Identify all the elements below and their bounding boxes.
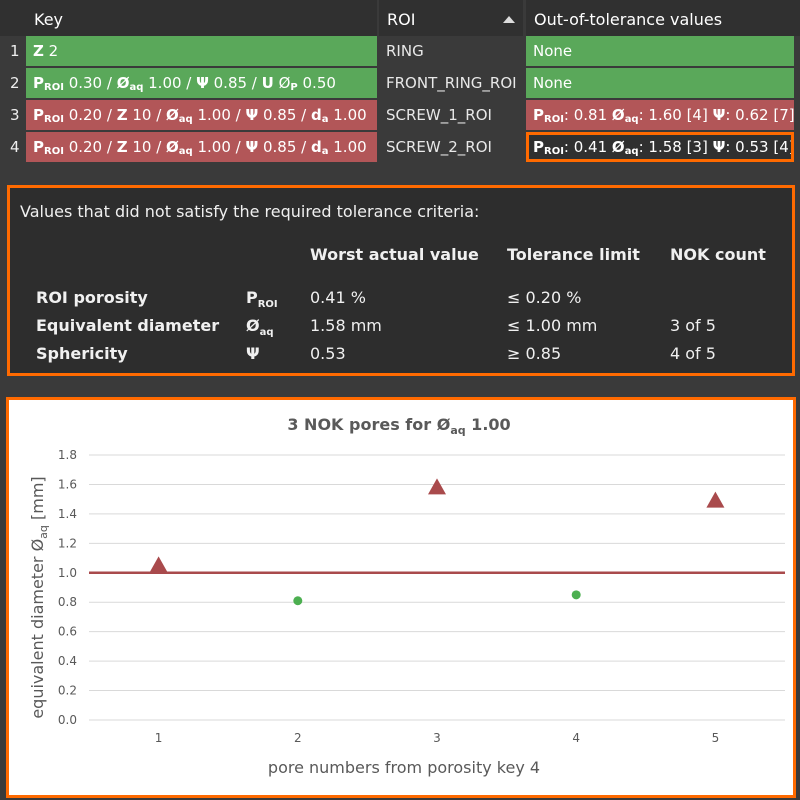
key-cell[interactable]: Z 2 [26, 36, 377, 66]
y-tick-label: 0.6 [58, 625, 77, 639]
out-of-tolerance-cell[interactable]: None [526, 36, 794, 66]
table-corner [0, 0, 26, 36]
summary-worst-value: 0.41 % [310, 288, 366, 307]
row-number: 3 [10, 106, 20, 124]
header-tolerance-limit: Tolerance limit [507, 245, 640, 264]
table-row[interactable]: 3 PROI 0.20 / Z 10 / Øaq 1.00 / Ψ 0.85 / … [0, 100, 800, 132]
y-tick-label: 1.0 [58, 566, 77, 580]
y-axis-label: equivalent diameter Øaq [mm] [28, 476, 50, 718]
y-tick-label: 0.8 [58, 595, 77, 609]
nok-pore-marker [706, 491, 725, 508]
ok-pore-marker [571, 590, 581, 600]
x-tick-label: 1 [155, 731, 163, 745]
sort-ascending-icon[interactable] [503, 16, 515, 23]
column-header-key-label: Key [34, 10, 64, 29]
roi-cell[interactable]: SCREW_2_ROI [386, 138, 492, 156]
summary-row-label: ROI porosity [36, 288, 148, 307]
y-tick-label: 0.0 [58, 713, 77, 727]
y-tick-label: 1.8 [58, 448, 77, 462]
x-axis-label: pore numbers from porosity key 4 [268, 758, 540, 777]
nok-pore-marker [149, 556, 168, 573]
row-number: 2 [10, 74, 20, 92]
summary-row-symbol: Ψ [246, 344, 260, 363]
row-number: 4 [10, 138, 20, 156]
y-tick-label: 0.2 [58, 684, 77, 698]
key-cell[interactable]: PROI 0.20 / Z 10 / Øaq 1.00 / Ψ 0.85 / d… [26, 132, 377, 162]
summary-nok-count: 4 of 5 [670, 344, 716, 363]
x-tick-label: 4 [572, 731, 580, 745]
key-cell[interactable]: PROI 0.30 / Øaq 1.00 / Ψ 0.85 / U ØP 0.5… [26, 68, 377, 98]
chart-title: 3 NOK pores for Øaq 1.00 [287, 415, 510, 437]
row-number: 1 [10, 42, 20, 60]
header-worst-actual: Worst actual value [310, 245, 479, 264]
y-tick-label: 1.2 [58, 536, 77, 550]
ok-pore-marker [293, 596, 303, 606]
summary-row-label: Equivalent diameter [36, 316, 220, 335]
summary-worst-value: 1.58 mm [310, 316, 382, 335]
chart-svg: 0.0 0.2 0.4 0.6 0.8 1.0 1.2 1.4 1.6 1.8 1 2 3 4 5 3 NOK… [28, 415, 785, 777]
y-tick-label: 1.6 [58, 477, 77, 491]
x-tick-label: 5 [712, 731, 720, 745]
out-of-tolerance-cell-selected[interactable]: PROI: 0.41 Øaq: 1.58 [3] Ψ: 0.53 [4] [526, 132, 794, 162]
summary-intro: Values that did not satisfy the required… [20, 202, 480, 221]
roi-cell[interactable]: SCREW_1_ROI [386, 106, 492, 124]
summary-nok-count: 3 of 5 [670, 316, 716, 335]
summary-worst-value: 0.53 [310, 344, 346, 363]
y-tick-label: 0.4 [58, 654, 77, 668]
x-tick-label: 3 [433, 731, 441, 745]
nok-pore-marker [428, 478, 446, 495]
summary-tolerance-limit: ≥ 0.85 [507, 344, 562, 363]
nok-pores-chart: 0.0 0.2 0.4 0.6 0.8 1.0 1.2 1.4 1.6 1.8 1 2 3 4 5 3 NOK… [6, 397, 796, 798]
y-tick-label: 1.4 [58, 507, 77, 521]
summary-row-symbol: PROI [246, 288, 278, 311]
column-header-out-of-tolerance[interactable]: Out-of-tolerance values [526, 0, 800, 36]
key-cell[interactable]: PROI 0.20 / Z 10 / Øaq 1.00 / Ψ 0.85 / d… [26, 100, 377, 130]
tolerance-summary-panel: Values that did not satisfy the required… [7, 185, 795, 376]
out-of-tolerance-cell[interactable]: PROI: 0.81 Øaq: 1.60 [4] Ψ: 0.62 [7] [526, 100, 794, 130]
summary-tolerance-limit: ≤ 0.20 % [507, 288, 582, 307]
x-tick-label: 2 [294, 731, 302, 745]
out-of-tolerance-cell[interactable]: None [526, 68, 794, 98]
summary-row-symbol: Øaq [246, 316, 274, 339]
column-header-roi[interactable]: ROI [379, 0, 523, 36]
column-header-key[interactable]: Key [26, 0, 377, 36]
column-header-oot-label: Out-of-tolerance values [534, 10, 723, 29]
roi-cell[interactable]: FRONT_RING_ROI [386, 74, 517, 92]
porosity-key-table: Key ROI Out-of-tolerance values 1 Z 2 RING… [0, 0, 800, 168]
table-row[interactable]: 4 PROI 0.20 / Z 10 / Øaq 1.00 / Ψ 0.85 / … [0, 132, 800, 164]
header-nok-count: NOK count [670, 245, 766, 264]
table-row[interactable]: 1 Z 2 RING None [0, 36, 800, 68]
summary-row-label: Sphericity [36, 344, 128, 363]
summary-tolerance-limit: ≤ 1.00 mm [507, 316, 598, 335]
table-row[interactable]: 2 PROI 0.30 / Øaq 1.00 / Ψ 0.85 / U ØP 0.… [0, 68, 800, 100]
column-header-roi-label: ROI [387, 10, 416, 29]
roi-cell[interactable]: RING [386, 42, 424, 60]
